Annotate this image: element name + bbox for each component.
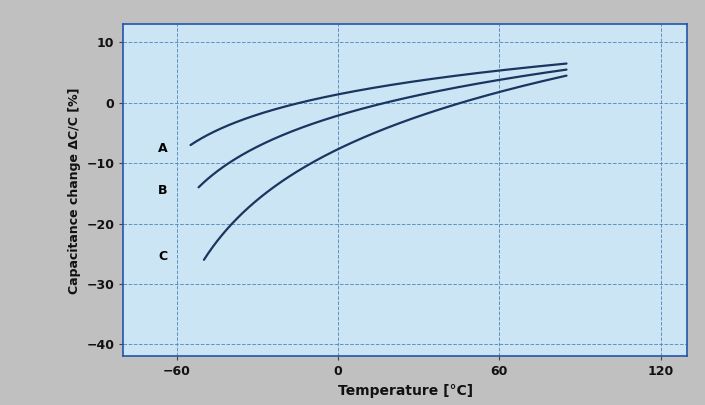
Text: B: B (159, 184, 168, 197)
Y-axis label: Capacitance change ΔC/C [%]: Capacitance change ΔC/C [%] (68, 87, 81, 294)
X-axis label: Temperature [°C]: Temperature [°C] (338, 384, 473, 398)
Text: C: C (159, 250, 167, 263)
Text: A: A (159, 142, 168, 155)
